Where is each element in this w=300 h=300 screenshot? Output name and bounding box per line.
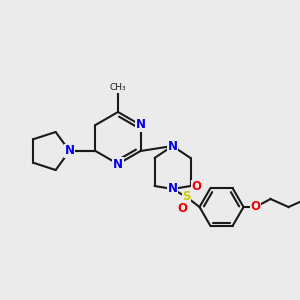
Text: N: N [167, 182, 178, 196]
Text: N: N [113, 158, 123, 170]
Text: S: S [182, 190, 191, 203]
Text: N: N [64, 145, 74, 158]
Text: O: O [191, 181, 202, 194]
Text: O: O [250, 200, 260, 214]
Text: N: N [167, 140, 178, 152]
Text: O: O [178, 202, 188, 215]
Text: CH₃: CH₃ [110, 83, 126, 92]
Text: N: N [136, 118, 146, 131]
